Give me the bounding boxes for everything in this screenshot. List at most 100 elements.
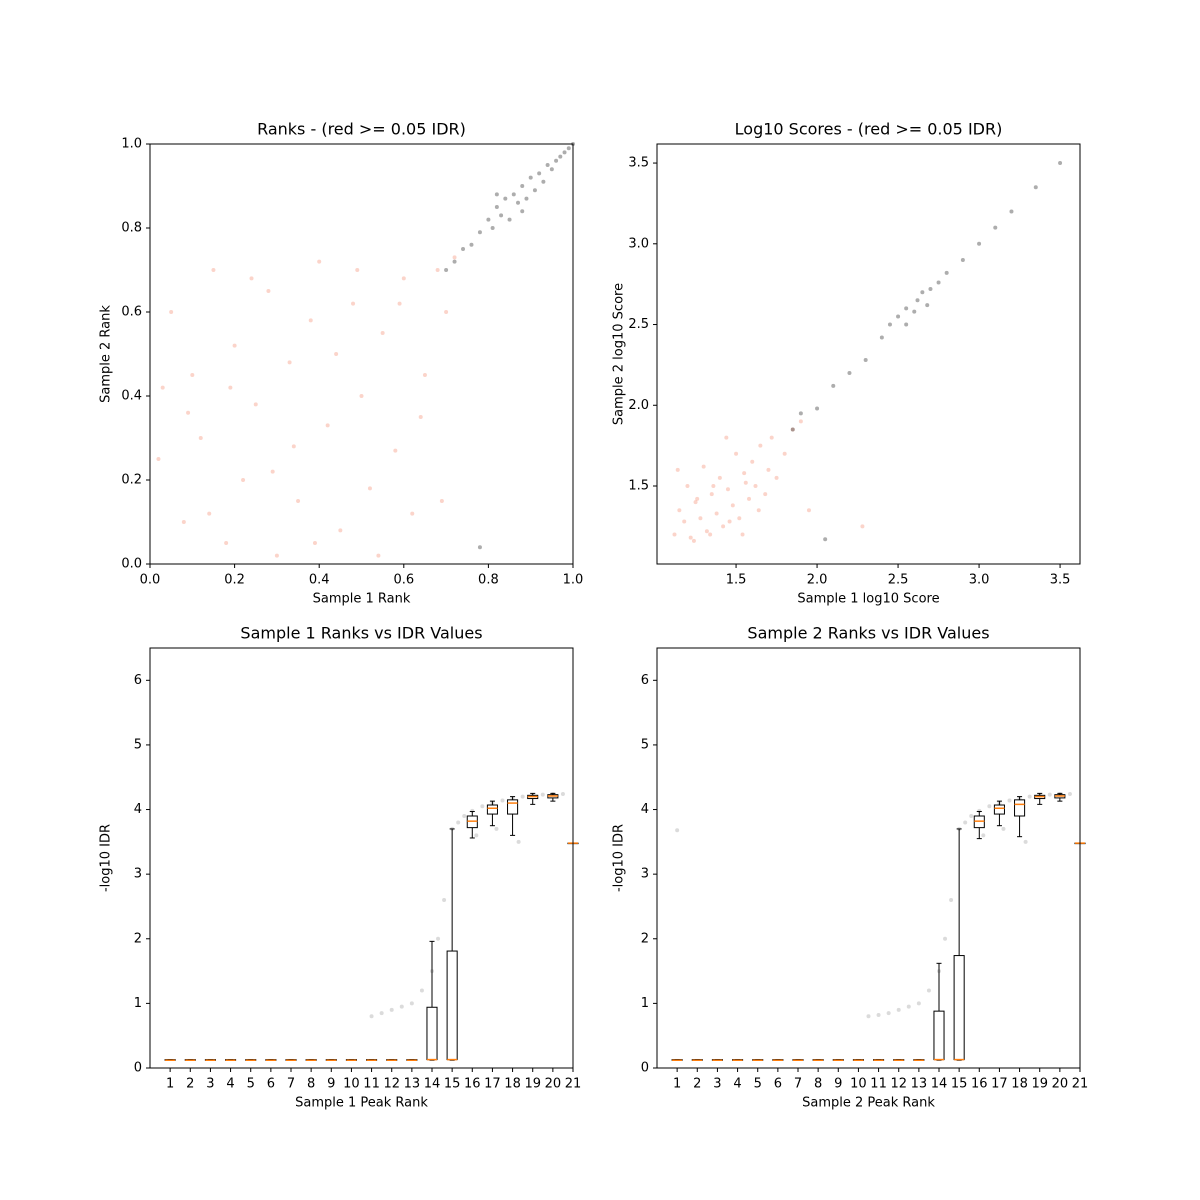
x-tick-label: 10 bbox=[850, 1077, 867, 1092]
x-tick-label: 3 bbox=[206, 1077, 214, 1092]
point bbox=[1007, 798, 1012, 803]
box bbox=[486, 804, 498, 815]
scatter-point bbox=[1009, 209, 1014, 214]
x-tick-label: 3.0 bbox=[969, 573, 990, 588]
x-tick-label: 2 bbox=[186, 1077, 194, 1092]
scatter-point bbox=[169, 310, 174, 314]
y-tick-label: 3 bbox=[134, 867, 142, 882]
scatter-point bbox=[675, 467, 680, 472]
scatter-point bbox=[160, 385, 165, 390]
x-tick-label: 14 bbox=[931, 1077, 948, 1092]
chart-title: Ranks - (red >= 0.05 IDR) bbox=[257, 120, 466, 139]
scatter-point bbox=[725, 487, 730, 492]
scatter-point bbox=[270, 469, 275, 474]
y-tick-label: 1.5 bbox=[628, 479, 649, 494]
x-axis-label: Sample 2 Peak Rank bbox=[802, 1096, 935, 1111]
point bbox=[520, 794, 525, 799]
scatter-point bbox=[469, 242, 474, 247]
point bbox=[896, 1007, 901, 1012]
x-tick-label: 8 bbox=[307, 1077, 315, 1092]
x-tick-label: 4 bbox=[226, 1077, 234, 1092]
scatter-point bbox=[499, 213, 504, 218]
scatter-point bbox=[156, 457, 161, 461]
scatter-point bbox=[266, 289, 271, 293]
x-tick-label: 14 bbox=[424, 1077, 441, 1092]
point bbox=[926, 988, 931, 993]
scatter-point bbox=[461, 247, 466, 251]
scatter-point bbox=[367, 486, 372, 491]
scatter-point bbox=[249, 276, 254, 281]
scatter-point bbox=[993, 225, 998, 230]
y-tick-label: 0.8 bbox=[121, 221, 142, 236]
scatter-point bbox=[296, 499, 301, 503]
scatter-point bbox=[241, 478, 246, 482]
point bbox=[1027, 794, 1032, 799]
scatter-point bbox=[528, 175, 533, 180]
scatter-point bbox=[717, 475, 722, 480]
scatter-point bbox=[516, 200, 521, 205]
x-tick-label: 3 bbox=[713, 1077, 721, 1092]
x-tick-label: 13 bbox=[404, 1077, 421, 1092]
plot-frame bbox=[656, 647, 1081, 1069]
scatter-point bbox=[815, 406, 820, 411]
y-tick-label: 5 bbox=[134, 737, 142, 752]
point bbox=[369, 1014, 374, 1019]
y-tick-label: 1 bbox=[641, 996, 649, 1011]
scatter-point bbox=[537, 171, 542, 176]
x-tick-label: 12 bbox=[383, 1077, 400, 1092]
y-axis-label: Sample 2 log10 Score bbox=[612, 283, 627, 425]
scatter-point bbox=[904, 306, 909, 311]
scatter-point bbox=[507, 217, 512, 222]
y-axis-label: Sample 2 Rank bbox=[99, 305, 114, 403]
scatter-point bbox=[532, 188, 537, 193]
point bbox=[981, 833, 986, 838]
x-tick-label: 0.4 bbox=[309, 573, 330, 588]
scatter-point bbox=[695, 496, 700, 501]
x-tick-label: 5 bbox=[247, 1077, 255, 1092]
scatter-point bbox=[494, 192, 499, 197]
scatter-point bbox=[742, 471, 747, 476]
point bbox=[969, 814, 974, 818]
box bbox=[993, 804, 1005, 815]
scatter-point bbox=[410, 511, 415, 516]
x-tick-label: 6 bbox=[774, 1077, 782, 1092]
scatter-point bbox=[549, 167, 554, 172]
scatter-point bbox=[554, 158, 559, 163]
x-axis-label: Sample 1 log10 Score bbox=[797, 592, 939, 607]
scatter-point bbox=[418, 415, 423, 419]
point bbox=[436, 936, 441, 941]
scatter-point bbox=[721, 524, 726, 529]
scatter-point bbox=[186, 410, 191, 415]
y-tick-label: 1 bbox=[134, 996, 142, 1011]
scatter-point bbox=[769, 435, 774, 440]
point bbox=[516, 839, 521, 844]
y-tick-label: 6 bbox=[134, 673, 142, 688]
scatter-point bbox=[494, 205, 499, 209]
scatter-point bbox=[380, 331, 385, 335]
y-axis-label: -log10 IDR bbox=[99, 824, 114, 892]
point bbox=[474, 833, 479, 838]
x-tick-label: 4 bbox=[733, 1077, 741, 1092]
x-tick-label: 7 bbox=[794, 1077, 802, 1092]
scatter-point bbox=[562, 150, 567, 155]
x-tick-label: 0.8 bbox=[478, 573, 499, 588]
point bbox=[886, 1011, 891, 1016]
scatter-point bbox=[714, 511, 719, 516]
chart-title: Log10 Scores - (red >= 0.05 IDR) bbox=[735, 120, 1003, 139]
x-tick-label: 18 bbox=[504, 1077, 521, 1092]
y-tick-label: 3 bbox=[641, 867, 649, 882]
scatter-point bbox=[397, 301, 402, 306]
scatter-point bbox=[920, 290, 925, 295]
y-tick-label: 0.6 bbox=[121, 305, 142, 320]
point bbox=[876, 1013, 881, 1018]
x-tick-label: 17 bbox=[484, 1077, 501, 1092]
y-tick-label: 0 bbox=[134, 1061, 142, 1076]
scatter-point bbox=[524, 196, 529, 201]
x-tick-label: 11 bbox=[363, 1077, 380, 1092]
point bbox=[399, 1004, 404, 1009]
y-tick-label: 2 bbox=[134, 931, 142, 946]
x-tick-label: 1.0 bbox=[563, 573, 584, 588]
y-tick-label: 4 bbox=[134, 802, 142, 817]
point bbox=[949, 898, 954, 902]
